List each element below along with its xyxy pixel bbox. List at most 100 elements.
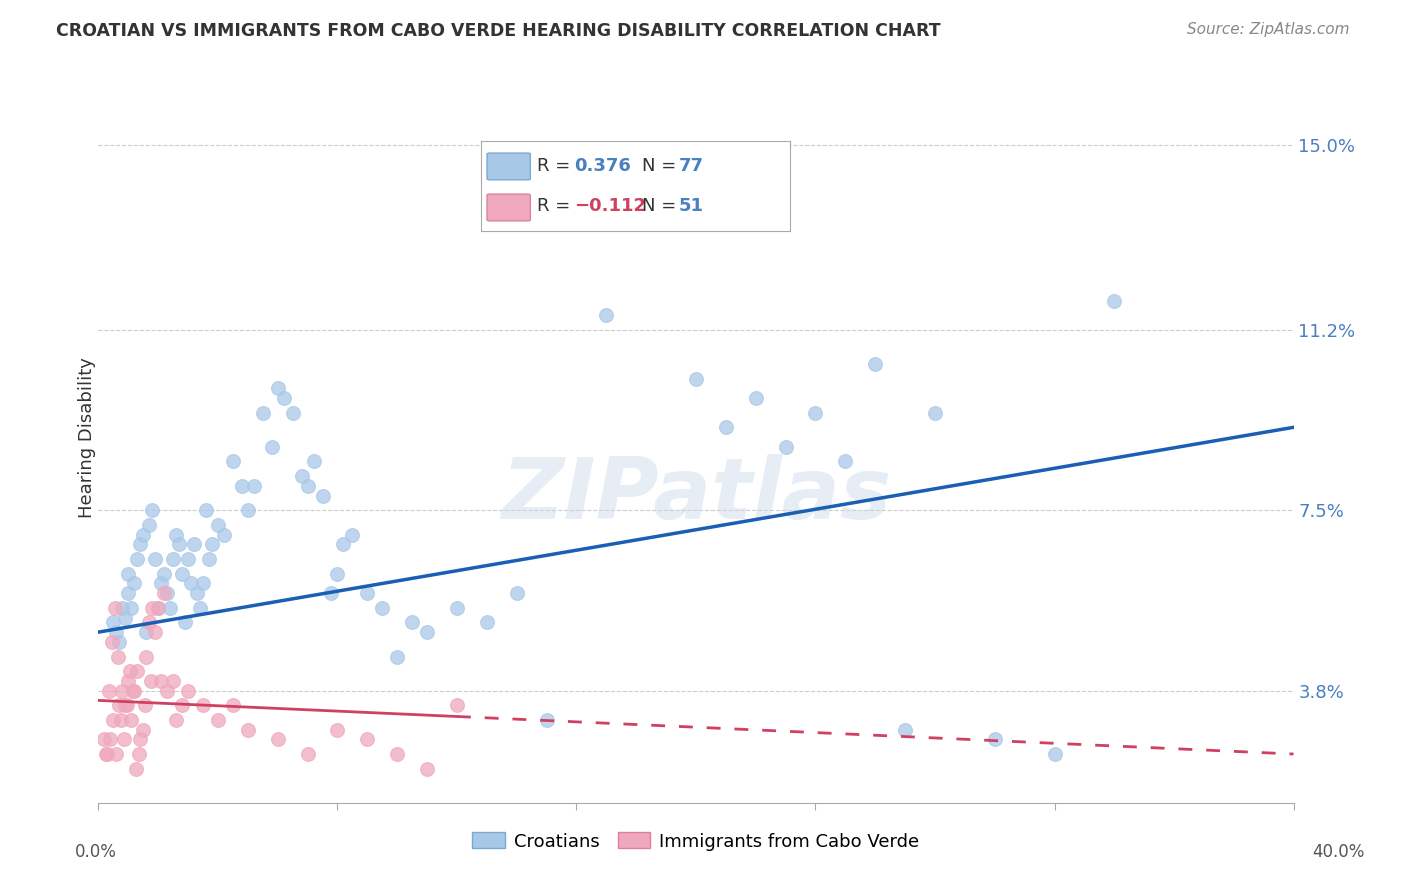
Point [121,683,143,698]
Text: 51: 51 [679,197,704,215]
Point [138,615,160,630]
Point [141,600,163,615]
Point [252,406,274,420]
Point [150,576,173,591]
Point [804,406,827,420]
Point [231,479,253,493]
Point [118,664,141,678]
Point [132,527,155,541]
Point [191,698,214,713]
Point [94,747,117,761]
Point [273,391,295,405]
Point [297,479,319,493]
Text: 77: 77 [679,158,704,176]
Point [148,600,170,615]
Point [156,586,179,600]
Point [281,406,304,420]
Point [332,537,354,551]
Point [198,552,221,566]
Point [114,610,136,624]
Text: 0.376: 0.376 [574,158,630,176]
Point [401,615,423,630]
Point [108,635,131,649]
Point [134,698,156,713]
Point [135,649,157,664]
Point [132,723,155,737]
Point [159,600,181,615]
Point [165,713,187,727]
Point [536,713,558,727]
Point [104,600,127,615]
Point [371,600,394,615]
Point [105,747,128,761]
Text: CROATIAN VS IMMIGRANTS FROM CABO VERDE HEARING DISABILITY CORRELATION CHART: CROATIAN VS IMMIGRANTS FROM CABO VERDE H… [56,22,941,40]
Point [865,357,887,371]
Point [506,586,529,600]
Point [124,576,146,591]
Point [186,586,208,600]
Point [114,698,136,713]
Point [311,489,333,503]
Point [180,576,202,591]
Point [103,713,125,727]
Point [260,440,283,454]
Point [127,664,149,678]
Point [191,576,214,591]
Point [714,420,737,434]
Point [236,723,259,737]
Point [124,683,146,698]
Text: N =: N = [641,197,682,215]
Point [385,747,409,761]
Point [107,649,129,664]
Point [135,625,157,640]
Point [775,440,797,454]
FancyBboxPatch shape [486,194,530,221]
Text: ZIPatlas: ZIPatlas [501,454,891,537]
Point [120,600,142,615]
Point [174,615,197,630]
Point [101,635,124,649]
Text: 0.0%: 0.0% [75,843,117,861]
Point [167,537,190,551]
Point [297,747,319,761]
Point [385,649,409,664]
Text: 40.0%: 40.0% [1312,843,1365,861]
Point [177,683,200,698]
Point [98,732,122,747]
Point [984,732,1007,747]
Point [416,762,439,776]
Point [326,723,349,737]
Point [125,762,148,776]
Point [96,747,118,761]
Point [129,732,152,747]
Text: R =: R = [537,158,575,176]
Point [201,537,224,551]
Point [172,698,194,713]
Text: N =: N = [641,158,682,176]
Point [1043,747,1066,761]
Point [207,713,229,727]
Point [129,537,152,551]
Point [302,454,325,468]
Point [195,503,218,517]
Point [139,673,162,688]
Point [111,683,134,698]
Point [834,454,856,468]
Point [108,698,131,713]
Point [177,552,200,566]
Point [148,600,170,615]
Point [105,625,128,640]
Point [97,683,120,698]
Point [188,600,211,615]
Point [103,615,125,630]
Point [475,615,498,630]
Point [138,517,160,532]
Point [236,503,259,517]
Point [117,673,139,688]
Point [111,600,134,615]
Point [626,211,648,225]
Point [165,527,187,541]
Point [267,381,290,395]
Point [356,732,378,747]
Point [924,406,946,420]
